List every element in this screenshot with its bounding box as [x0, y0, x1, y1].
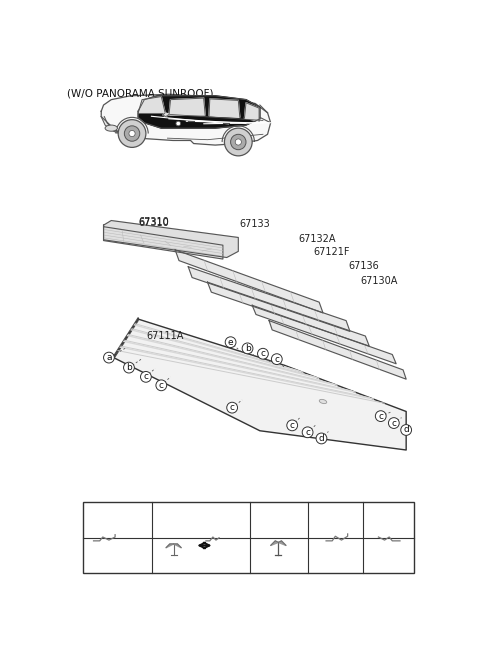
- Polygon shape: [169, 98, 205, 115]
- Text: c: c: [144, 373, 148, 381]
- Polygon shape: [271, 541, 278, 545]
- Circle shape: [316, 433, 327, 444]
- Text: c: c: [378, 411, 383, 421]
- Text: 67111A: 67111A: [146, 332, 183, 342]
- Polygon shape: [174, 544, 181, 548]
- Text: b: b: [156, 505, 162, 514]
- Text: 67320L: 67320L: [376, 505, 410, 515]
- Text: a: a: [106, 353, 112, 362]
- Ellipse shape: [105, 125, 118, 131]
- Text: 67328: 67328: [321, 505, 349, 515]
- Text: 67133: 67133: [240, 219, 271, 229]
- Polygon shape: [175, 250, 323, 313]
- Polygon shape: [252, 306, 396, 364]
- Circle shape: [401, 425, 411, 436]
- Circle shape: [365, 505, 374, 514]
- Text: b: b: [126, 363, 132, 372]
- Text: d: d: [403, 425, 409, 434]
- Text: c: c: [159, 381, 164, 390]
- Text: 67121F: 67121F: [314, 247, 350, 257]
- Polygon shape: [114, 319, 406, 450]
- Polygon shape: [114, 318, 138, 359]
- Circle shape: [242, 343, 253, 354]
- Text: b: b: [245, 344, 251, 353]
- Text: c: c: [305, 427, 310, 437]
- Text: 67363L: 67363L: [165, 505, 199, 515]
- Polygon shape: [138, 96, 260, 128]
- Circle shape: [227, 402, 238, 413]
- Circle shape: [176, 121, 180, 126]
- Circle shape: [310, 505, 319, 514]
- Text: (STD): (STD): [202, 515, 223, 524]
- Circle shape: [235, 139, 241, 145]
- Circle shape: [124, 126, 140, 141]
- Text: d: d: [312, 505, 317, 514]
- Ellipse shape: [319, 399, 327, 403]
- Circle shape: [141, 371, 151, 383]
- Bar: [83, 502, 414, 574]
- Text: c: c: [229, 403, 235, 412]
- Circle shape: [155, 505, 164, 514]
- Polygon shape: [101, 117, 127, 136]
- Circle shape: [287, 420, 298, 431]
- Circle shape: [123, 362, 134, 373]
- Polygon shape: [209, 99, 240, 117]
- Circle shape: [302, 427, 313, 438]
- Text: 67132A: 67132A: [299, 234, 336, 245]
- Polygon shape: [163, 113, 169, 117]
- Text: e: e: [367, 505, 373, 514]
- Text: 67136: 67136: [348, 261, 379, 271]
- Polygon shape: [207, 282, 369, 346]
- Circle shape: [156, 380, 167, 391]
- Circle shape: [129, 131, 135, 137]
- Polygon shape: [188, 267, 350, 332]
- Circle shape: [225, 337, 236, 348]
- Polygon shape: [244, 103, 259, 121]
- Text: c: c: [290, 421, 295, 430]
- Circle shape: [85, 505, 94, 514]
- Text: 67130A: 67130A: [360, 276, 397, 286]
- Text: a: a: [87, 505, 93, 514]
- Text: (RACK): (RACK): [165, 515, 192, 524]
- Text: d: d: [319, 434, 324, 443]
- Polygon shape: [104, 220, 238, 257]
- Polygon shape: [138, 96, 165, 113]
- Polygon shape: [269, 321, 406, 379]
- Circle shape: [258, 348, 268, 359]
- Circle shape: [375, 411, 386, 421]
- Text: (W/O PANORAMA SUNROOF): (W/O PANORAMA SUNROOF): [67, 88, 214, 98]
- Circle shape: [230, 134, 246, 149]
- Circle shape: [252, 505, 262, 514]
- Text: c: c: [261, 349, 265, 358]
- Polygon shape: [278, 541, 286, 545]
- Circle shape: [225, 128, 252, 156]
- Circle shape: [118, 120, 146, 147]
- Polygon shape: [166, 544, 174, 548]
- Text: c: c: [274, 354, 279, 364]
- Circle shape: [104, 352, 114, 363]
- Circle shape: [388, 417, 399, 428]
- Text: 67310: 67310: [138, 216, 169, 226]
- Circle shape: [271, 354, 282, 364]
- Text: c: c: [254, 505, 259, 514]
- Text: 67324: 67324: [200, 505, 228, 515]
- Text: 67320R: 67320R: [96, 505, 131, 515]
- Polygon shape: [101, 94, 271, 145]
- Text: e: e: [228, 338, 233, 346]
- Text: 67363L: 67363L: [263, 505, 297, 515]
- Text: c: c: [391, 419, 396, 427]
- Text: 67310: 67310: [138, 218, 169, 228]
- Polygon shape: [104, 226, 223, 259]
